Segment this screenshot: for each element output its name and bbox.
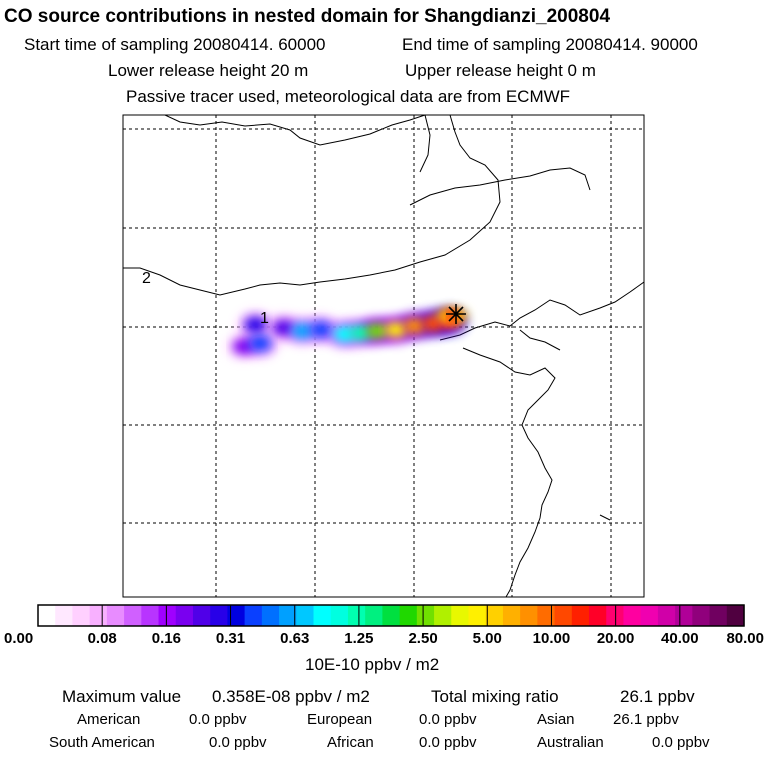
colorbar-cell [313,605,332,626]
colorbar-cell [520,605,538,626]
colorbar-cell [485,605,504,626]
colorbar-cell [434,605,452,626]
colorbar-cell [158,605,177,626]
colorbar-cell [296,605,315,626]
region-american-value: 0.0 ppbv [189,711,247,728]
colorbar-cell [38,605,56,626]
contour-label-1: 1 [260,310,269,327]
plume-cell [403,318,426,335]
region-south-american-value: 0.0 ppbv [209,734,267,751]
colorbar-cell [709,605,728,626]
upper-release-height: Upper release height 0 m [405,61,596,80]
colorbar-cell [589,605,607,626]
colorbar-cell [416,605,435,626]
colorbar-cell [210,605,229,626]
colorbar-cell [365,605,383,626]
colorbar-tick-label: 80.00 [726,630,764,647]
colorbar-cell [106,605,125,626]
plume-heatmap [225,307,468,361]
colorbar-cell [347,605,366,626]
colorbar-cell [175,605,194,626]
colorbar-cell [244,605,263,626]
colorbar-cell [72,605,91,626]
plume-cell [349,324,372,341]
plume-cell [384,321,407,338]
region-south-american-label: South American [49,734,155,751]
max-label: Maximum value [62,687,182,706]
region-european-value: 0.0 ppbv [419,711,477,728]
colorbar-tick-label: 5.00 [472,630,502,647]
region-australian-label: Australian [537,734,604,751]
colorbar-cell [571,605,590,626]
colorbar-cell [675,605,693,626]
max-value: 0.358E-08 ppbv / m2 [212,687,370,706]
colorbar-tick-label: 0.16 [151,630,181,647]
colorbar-cell [623,605,642,626]
colorbar-cell [261,605,280,626]
colorbar-cell [382,605,401,626]
colorbar-cell [279,605,297,626]
colorbar-tick-label: 1.25 [344,630,374,647]
colorbar-tick-label: 2.50 [408,630,438,647]
colorbar-cell [640,605,659,626]
map-frame [122,114,645,598]
region-african-value: 0.0 ppbv [419,734,477,751]
colorbar-tick-label: 10.00 [532,630,571,647]
colorbar-cell [192,605,211,626]
colorbar-cell [502,605,521,626]
tracer-note: Passive tracer used, meteorological data… [126,87,571,106]
plume-cell [249,335,272,352]
colorbar-tick-label: 0.31 [215,630,246,647]
colorbar-cell [227,605,246,626]
region-australian-value: 0.0 ppbv [652,734,710,751]
colorbar-tick-label: 20.00 [596,630,635,647]
map-gridlines [123,115,644,597]
colorbar-cell [451,605,470,626]
total-value: 26.1 ppbv [620,687,695,706]
plume-cell [309,321,332,338]
colorbar-cell [55,605,74,626]
region-european-label: European [307,711,373,728]
region-asian-label: Asian [537,711,575,728]
map-borders [123,115,644,597]
colorbar-tick-label: 0.63 [280,630,310,647]
colorbar-tick-label: 0.08 [87,630,117,647]
lower-release-height: Lower release height 20 m [108,61,309,80]
plume-cell [244,316,267,333]
region-asian-value: 26.1 ppbv [613,711,679,728]
colorbar-cell [537,605,556,626]
colorbar-unit: 10E-10 ppbv / m2 [305,655,440,674]
total-label: Total mixing ratio [431,687,559,706]
colorbar-cell [89,605,108,626]
region-american-label: American [77,711,141,728]
colorbar-tick-label: 40.00 [661,630,699,647]
station-asterisk-icon [446,304,466,324]
contour-label-2: 2 [142,270,151,287]
colorbar-cell [330,605,349,626]
colorbar-cell [468,605,487,626]
colorbar-cell [141,605,160,626]
start-time: Start time of sampling 20080414. 60000 [24,35,326,54]
colorbar-tick-label: 0.00 [4,630,34,647]
colorbar-cell [726,605,745,626]
colorbar-cell [692,605,711,626]
colorbar [37,604,745,627]
colorbar-cell [657,605,676,626]
region-african-label: African [327,734,374,751]
page-title: CO source contributions in nested domain… [4,6,611,27]
colorbar-border [37,604,745,627]
colorbar-cell [124,605,142,626]
plume-cell [333,326,356,343]
colorbar-cell [399,605,418,626]
plume-cell [366,323,389,339]
end-time: End time of sampling 20080414. 90000 [402,35,698,54]
colorbar-cell [554,605,573,626]
plume-cell [272,319,295,336]
plume-cell [291,323,314,339]
